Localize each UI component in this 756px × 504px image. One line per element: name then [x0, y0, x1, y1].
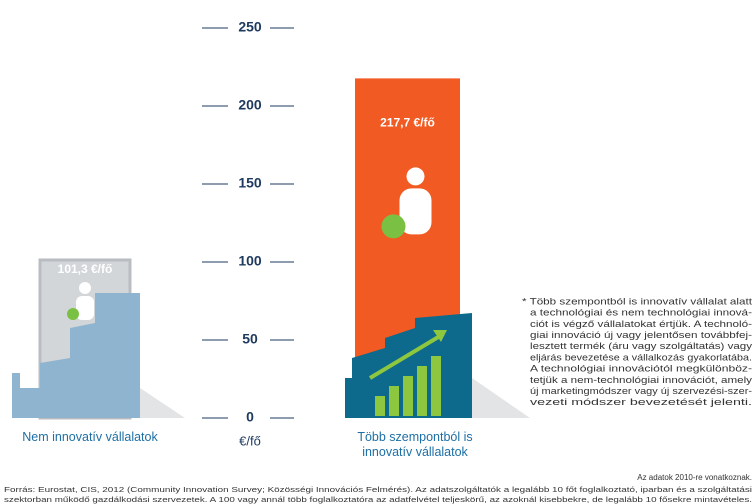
- footnote-line: A technológiai innovációtól megkülönböz-: [530, 364, 752, 374]
- footnote-line: a technológiai és nem technológiai innov…: [530, 308, 752, 318]
- person: [79, 281, 91, 294]
- footnote-line: lesztett termék (áru vagy szolgáltatás) …: [530, 341, 752, 351]
- person: [399, 188, 432, 235]
- growth-arrow: [433, 330, 447, 342]
- y-unit: €/fő: [239, 433, 261, 448]
- money-bag: [67, 307, 79, 320]
- data-note: Az adatok 2010-re vonatkoznak.: [637, 473, 752, 482]
- growth-bar: [389, 386, 399, 416]
- person: [76, 295, 94, 320]
- footnote-line: giai innováció új vagy jelentősen tovább…: [530, 330, 752, 340]
- category-label: Nem innovatív vállalatok: [22, 430, 158, 444]
- source-line: Forrás: Eurostat, CIS, 2012 (Community I…: [4, 485, 752, 494]
- y-tick-label: 0: [246, 409, 254, 425]
- factory: [12, 293, 140, 418]
- growth-bar: [417, 366, 427, 416]
- footnote-line: új marketingmódszer vagy új szervezési-s…: [530, 386, 752, 396]
- shadow: [140, 388, 185, 418]
- footnote-line: tetjük a nem-technológiai innovációt, am…: [530, 375, 753, 385]
- growth-bar: [375, 396, 385, 416]
- growth-bar: [431, 356, 441, 416]
- y-tick-label: 200: [238, 97, 262, 113]
- money-bag: [381, 214, 406, 239]
- category-label: Több szempontból is innovatív vállalatok: [357, 430, 473, 459]
- value-label: 101,3 €/fő: [58, 262, 113, 276]
- person: [406, 167, 425, 186]
- footnote-line: eljárás bevezetése a vállalkozás gyakorl…: [530, 352, 752, 362]
- y-tick-label: 250: [238, 19, 262, 35]
- footnote-line: ciót is végző vállalatokat értjük. A tec…: [530, 319, 752, 329]
- y-tick-label: 100: [238, 253, 262, 269]
- value-label: 217,7 €/fő: [380, 116, 435, 130]
- growth-arrow: [368, 334, 442, 380]
- growth-bar: [403, 376, 413, 416]
- source-line: szektorban működő gazdálkodási szervezet…: [4, 495, 752, 504]
- footnote-line: vezeti módszer bevezetését jelenti.: [530, 397, 752, 407]
- footnote-line: * Több szempontból is innovatív vállalat…: [522, 296, 753, 306]
- y-tick-label: 150: [238, 175, 262, 191]
- shadow: [472, 378, 530, 418]
- y-tick-label: 50: [242, 331, 258, 347]
